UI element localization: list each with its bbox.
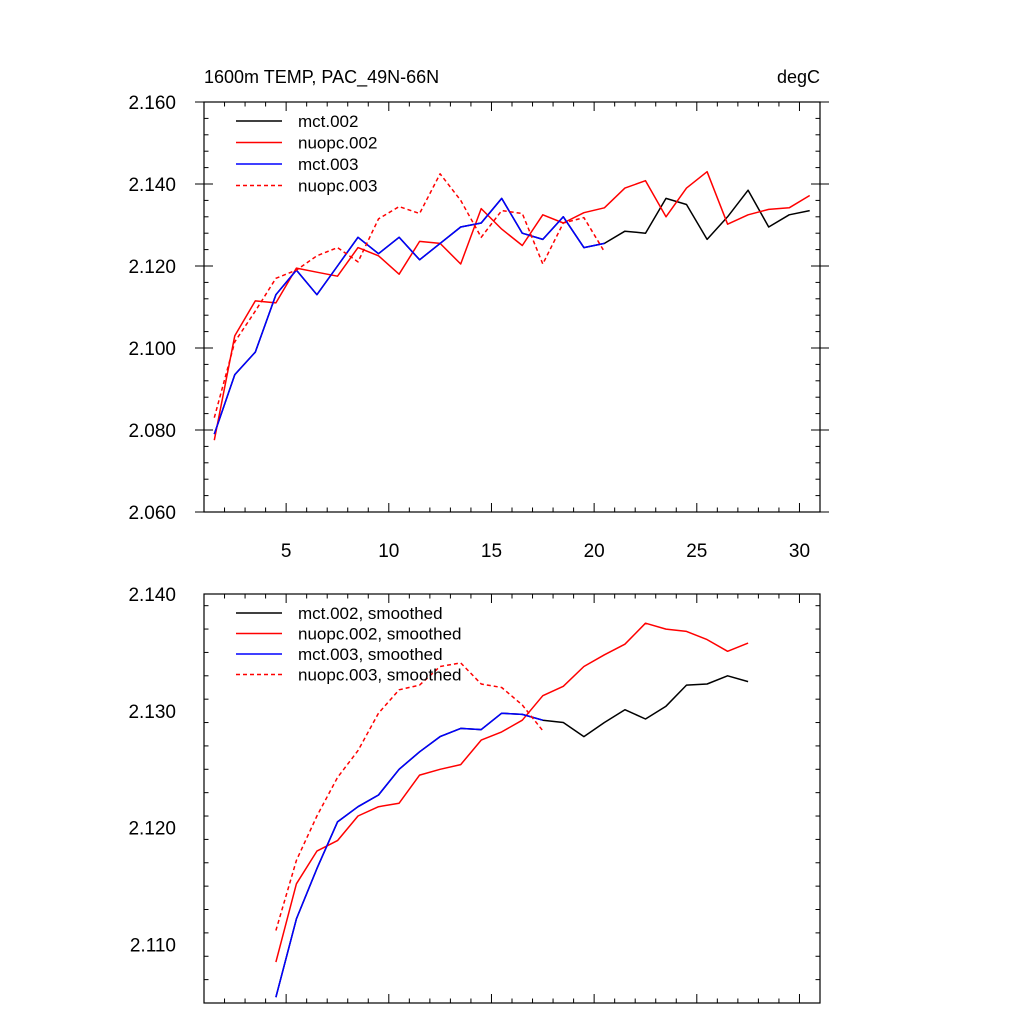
y-tick-label: 2.140 (128, 175, 176, 196)
panel-title: 1600m TEMP, PAC_49N-66N (204, 67, 439, 88)
y-tick-label: 2.120 (128, 257, 176, 278)
bottom-panel: 2.110 2.120 2.130 2.140 mct.002, smoothed nuo… (128, 585, 821, 1004)
x-tick-label: 20 (584, 541, 605, 562)
series-line-nuopc-003-smoothed (275, 662, 544, 931)
plot-frame (203, 593, 821, 1004)
plot-frame (203, 101, 821, 513)
x-tick-label: 30 (789, 541, 810, 562)
x-tick-label: 15 (481, 541, 502, 562)
y-tick-label: 2.140 (128, 585, 176, 606)
series-line-nuopc-003 (213, 173, 606, 418)
y-tick-label: 2.100 (128, 339, 176, 360)
legend-label: mct.003, smoothed (298, 645, 443, 664)
legend-label: mct.003 (298, 155, 358, 174)
series-line-mct-003 (213, 197, 605, 435)
top-panel: 1600m TEMP, PAC_49N-66N degC 5 10 15 20 25 30… (128, 67, 829, 562)
legend-label: mct.002, smoothed (298, 604, 443, 623)
y-tick-label: 2.160 (128, 93, 176, 114)
legend-label: nuopc.003 (298, 177, 377, 196)
series-line-mct-002-smoothed (275, 675, 749, 998)
y-tick-label: 2.120 (128, 819, 176, 840)
x-tick-label: 10 (378, 541, 399, 562)
legend-label: nuopc.003, smoothed (298, 666, 462, 685)
y-tick-label: 2.060 (128, 503, 176, 524)
series-line-nuopc-002-smoothed (275, 622, 749, 963)
panel-units: degC (777, 67, 820, 87)
series-line-nuopc-002 (213, 170, 811, 441)
y-tick-label: 2.080 (128, 421, 176, 442)
legend-label: mct.002 (298, 112, 358, 131)
legend-label: nuopc.002, smoothed (298, 625, 462, 644)
x-tick-label: 25 (686, 541, 707, 562)
y-tick-label: 2.130 (128, 702, 176, 723)
series-line-mct-002 (213, 189, 810, 435)
legend-label: nuopc.002 (298, 134, 377, 153)
y-tick-label: 2.110 (130, 936, 176, 957)
series-line-mct-003-smoothed (275, 712, 544, 998)
x-tick-label: 5 (281, 541, 292, 562)
